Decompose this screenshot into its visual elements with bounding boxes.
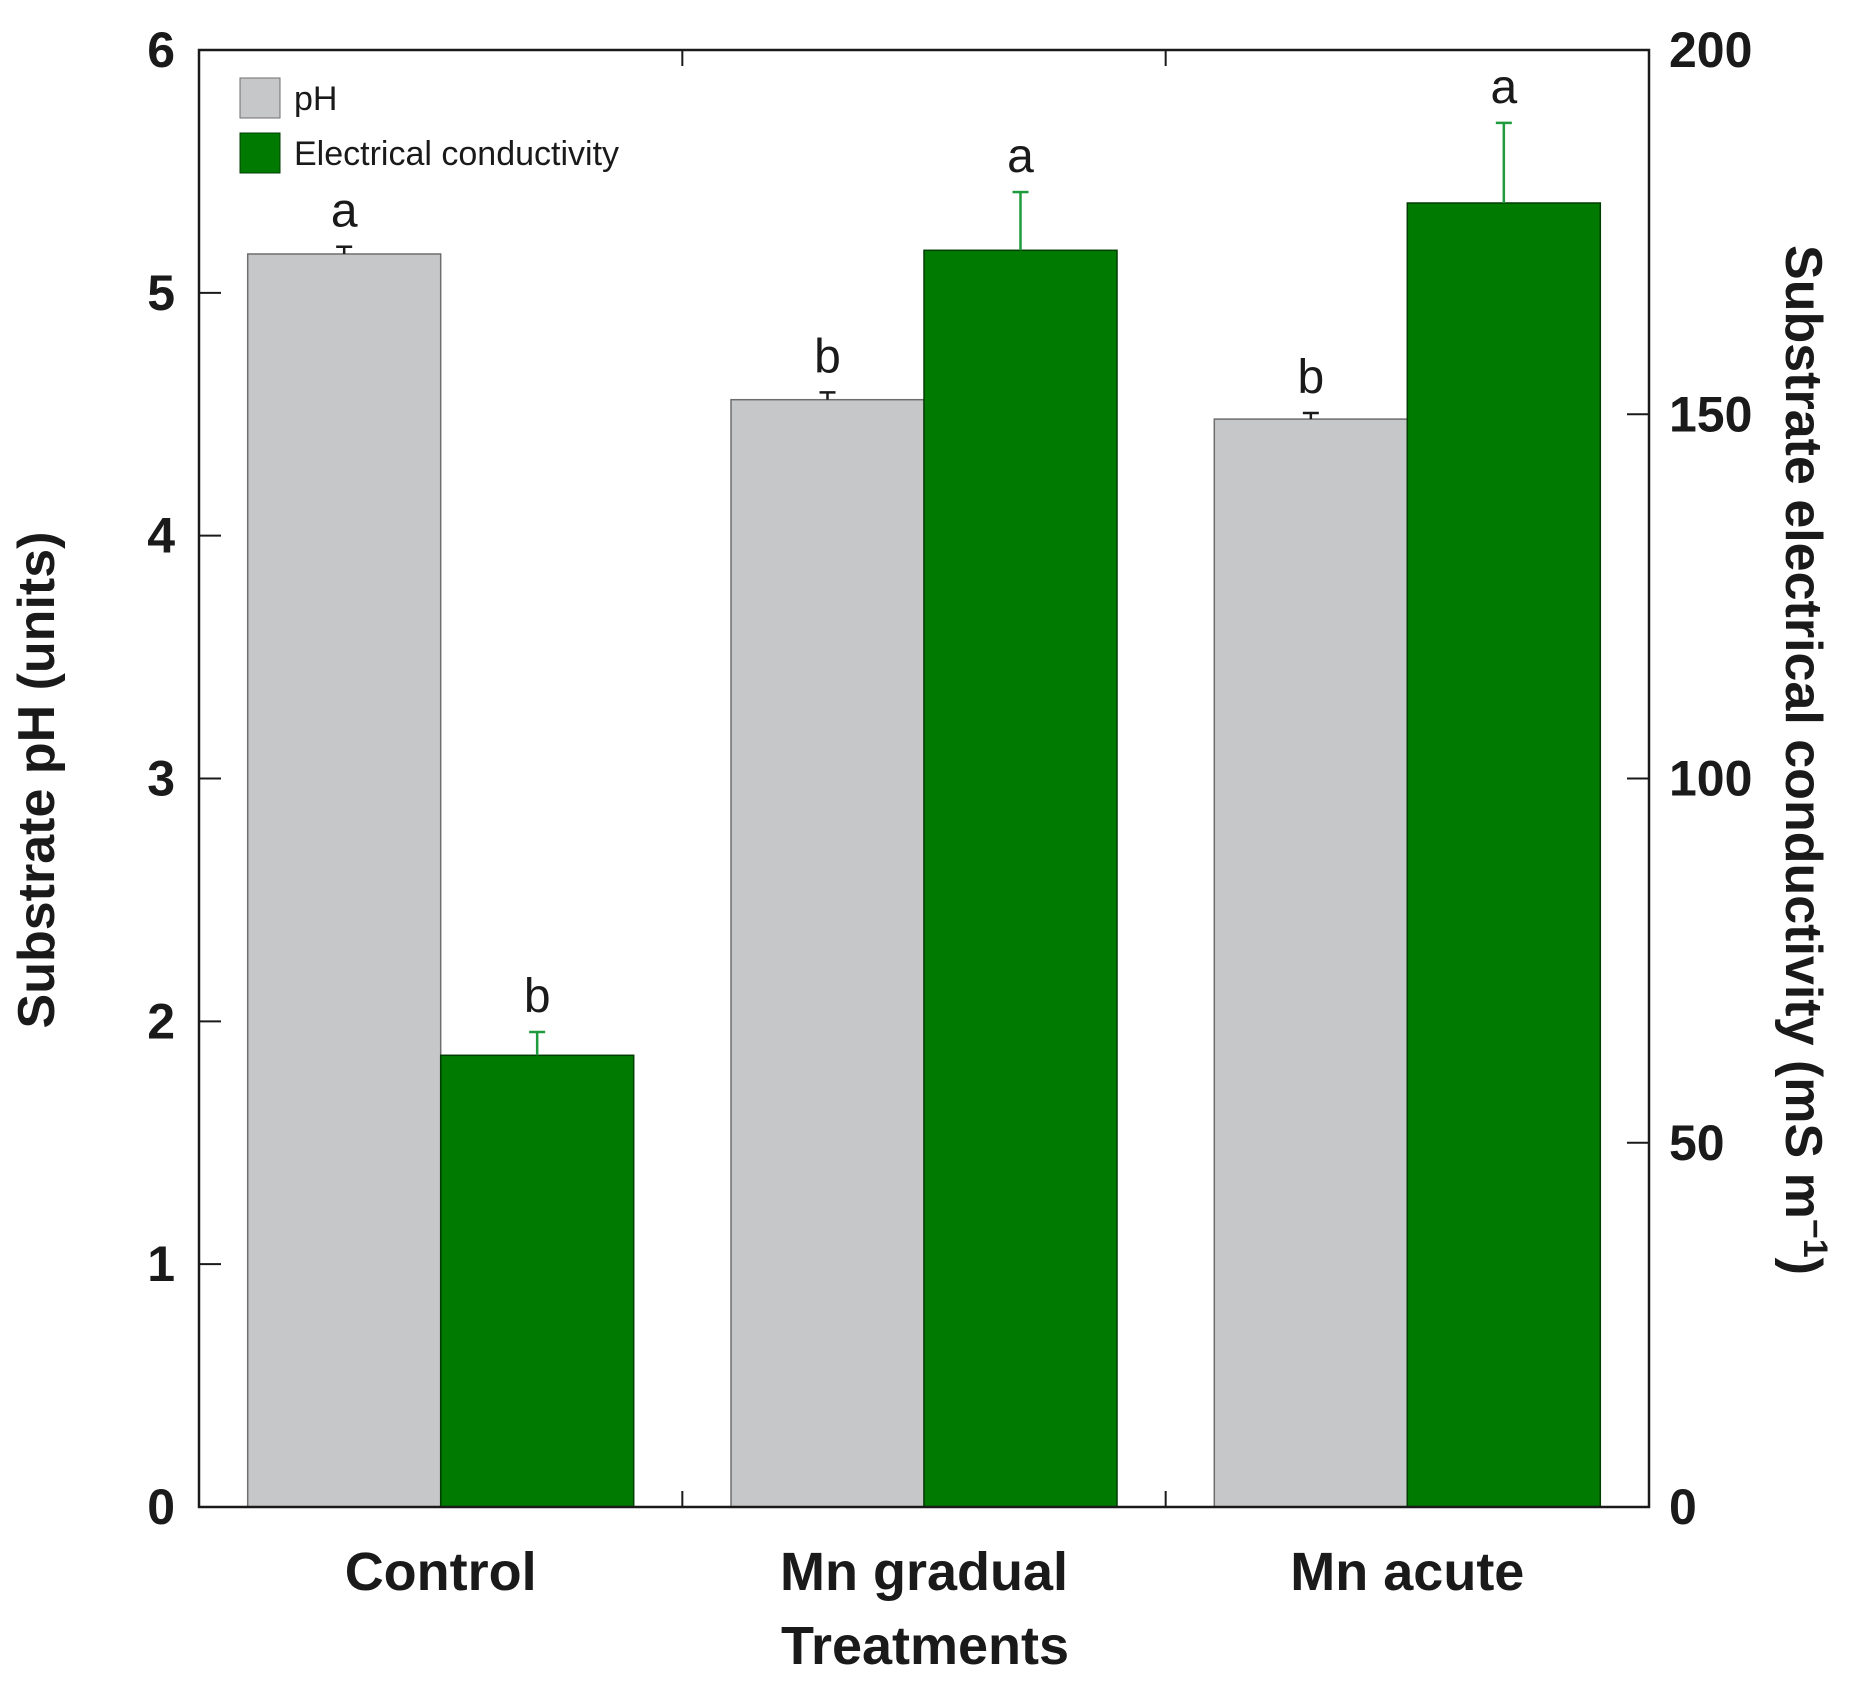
right-axis-title: Substrate electrical conductivity (mS m−… <box>1774 245 1834 1275</box>
right-tick-label-150: 150 <box>1669 386 1752 442</box>
right-tick-label-50: 50 <box>1669 1115 1725 1171</box>
right-axis-title-close: ) <box>1774 1258 1832 1275</box>
category-label-mn-gradual: Mn gradual <box>780 1542 1068 1602</box>
bar-ph-mn-gradual <box>730 398 925 1508</box>
category-label-mn-acute: Mn acute <box>1290 1542 1524 1602</box>
left-tick-label-1: 1 <box>147 1236 175 1292</box>
bar-ph-mn-acute <box>1213 418 1409 1508</box>
legend-label-ph: pH <box>294 80 337 118</box>
significance-letter-electrical-conductivity-control: b <box>524 970 551 1023</box>
legend-swatch-ph <box>239 77 281 119</box>
legend-swatch-electrical-conductivity <box>239 132 281 174</box>
left-tick-label-5: 5 <box>147 265 175 321</box>
bar-electrical-conductivity-mn-acute <box>1406 202 1602 1508</box>
bar-ph-control <box>246 253 442 1508</box>
right-tick-label-200: 200 <box>1669 22 1752 78</box>
significance-letter-electrical-conductivity-mn-acute: a <box>1490 61 1517 114</box>
left-tick-label-6: 6 <box>147 22 175 78</box>
bar-electrical-conductivity-control <box>439 1054 635 1508</box>
bar-electrical-conductivity-mn-gradual <box>923 249 1118 1508</box>
left-tick-label-0: 0 <box>147 1479 175 1535</box>
bars-layer <box>246 202 1602 1508</box>
right-tick-label-0: 0 <box>1669 1479 1697 1535</box>
right-tick-label-100: 100 <box>1669 751 1752 807</box>
significance-letter-ph-mn-gradual: b <box>814 330 841 383</box>
right-axis-title-superscript: −1 <box>1796 1219 1834 1258</box>
labels-layer: a b Control b a Mn gradual b a Mn acute 0 1 2 3 4 5 6 0 5… <box>147 22 1752 1602</box>
significance-letter-ph-mn-acute: b <box>1297 351 1324 404</box>
legend: pH Electrical conductivity <box>239 77 619 174</box>
left-tick-label-2: 2 <box>147 993 175 1049</box>
left-tick-label-3: 3 <box>147 751 175 807</box>
legend-label-electrical-conductivity: Electrical conductivity <box>294 135 619 173</box>
left-tick-label-4: 4 <box>147 508 175 564</box>
left-axis-title: Substrate pH (units) <box>8 532 66 1029</box>
category-label-control: Control <box>345 1542 537 1602</box>
right-axis-title-main: Substrate electrical conductivity (mS m <box>1774 245 1832 1219</box>
error-bars-layer <box>336 121 1512 1056</box>
axes-layer <box>197 48 1651 1509</box>
significance-letter-electrical-conductivity-mn-gradual: a <box>1007 130 1034 183</box>
x-axis-title: Treatments <box>781 1616 1069 1676</box>
significance-letter-ph-control: a <box>331 185 358 238</box>
